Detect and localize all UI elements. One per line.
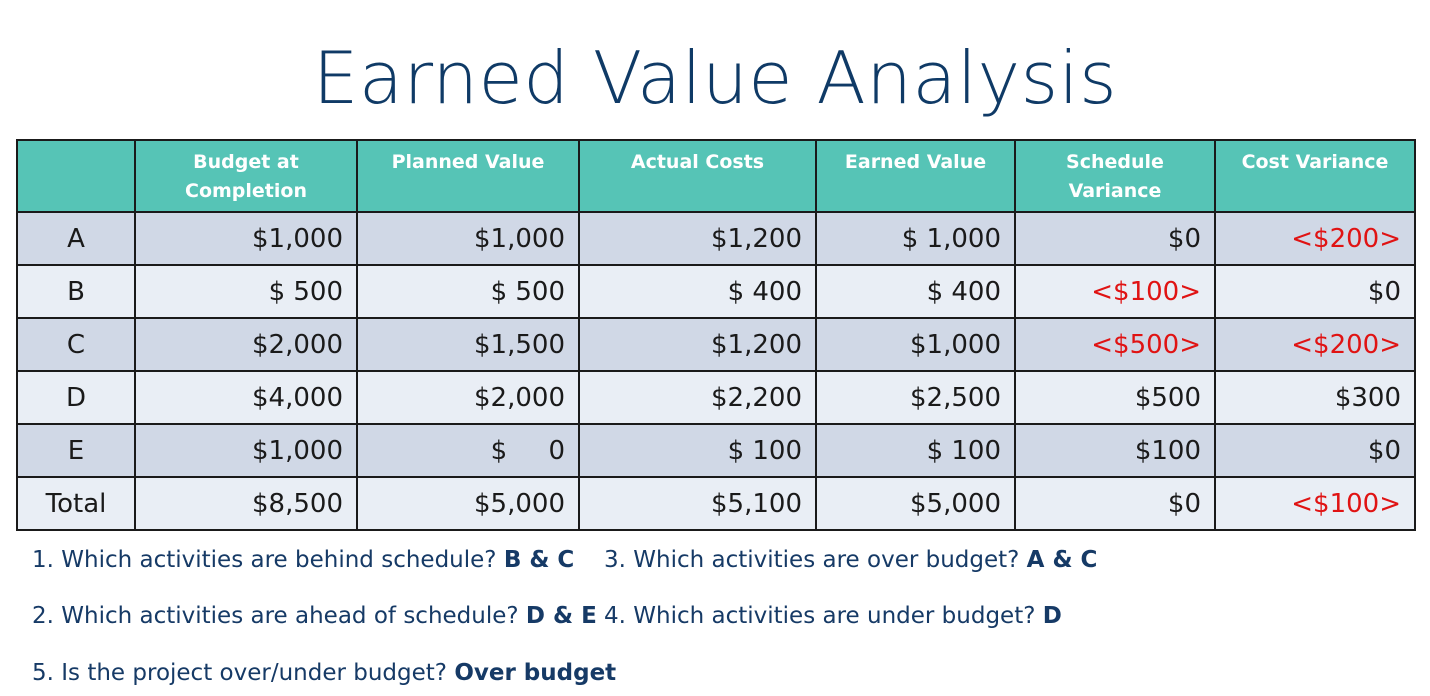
cell-pv: $ 0: [356, 423, 580, 478]
answer-text: Over budget: [454, 660, 617, 686]
earned-value-table: Budget at Completion Planned Value Actua…: [16, 139, 1416, 531]
cell-ev: $1,000: [815, 317, 1016, 372]
header-blank: [16, 139, 136, 213]
cell-pv: $1,500: [356, 317, 580, 372]
cell-ev: $ 100: [815, 423, 1016, 478]
header-earned-value: Earned Value: [815, 139, 1016, 213]
cell-cv: <$100>: [1214, 476, 1416, 531]
table-row: D $4,000 $2,000 $2,200 $2,500 $500 $300: [16, 370, 1416, 425]
header-planned-value: Planned Value: [356, 139, 580, 213]
question-4: 4. Which activities are under budget? D: [604, 603, 1062, 629]
row-label: B: [16, 264, 136, 319]
cell-cv: $0: [1214, 423, 1416, 478]
cell-bac: $1,000: [134, 211, 358, 266]
cell-ac: $ 400: [578, 264, 817, 319]
row-label: C: [16, 317, 136, 372]
cell-sv: $0: [1014, 211, 1216, 266]
cell-ac: $1,200: [578, 317, 817, 372]
cell-sv: $100: [1014, 423, 1216, 478]
cell-pv: $5,000: [356, 476, 580, 531]
cell-cv: $0: [1214, 264, 1416, 319]
row-label: Total: [16, 476, 136, 531]
question-3: 3. Which activities are over budget? A &…: [604, 547, 1097, 573]
question-text: 5. Is the project over/under budget?: [32, 660, 447, 686]
question-text: 4. Which activities are under budget?: [604, 603, 1036, 629]
cell-ev: $ 400: [815, 264, 1016, 319]
cell-cv: <$200>: [1214, 211, 1416, 266]
header-budget-at-completion: Budget at Completion: [134, 139, 358, 213]
cell-sv: <$100>: [1014, 264, 1216, 319]
cell-ac: $5,100: [578, 476, 817, 531]
cell-bac: $1,000: [134, 423, 358, 478]
cell-bac: $ 500: [134, 264, 358, 319]
cell-ev: $ 1,000: [815, 211, 1016, 266]
cell-ev: $5,000: [815, 476, 1016, 531]
header-cost-variance: Cost Variance: [1214, 139, 1416, 213]
cell-pv: $1,000: [356, 211, 580, 266]
question-5: 5. Is the project over/under budget? Ove…: [32, 660, 616, 686]
header-actual-costs: Actual Costs: [578, 139, 817, 213]
row-label: A: [16, 211, 136, 266]
cell-ev: $2,500: [815, 370, 1016, 425]
question-text: 2. Which activities are ahead of schedul…: [32, 603, 519, 629]
cell-pv: $2,000: [356, 370, 580, 425]
answer-text: D & E: [525, 603, 597, 629]
question-2: 2. Which activities are ahead of schedul…: [32, 603, 597, 629]
cell-bac: $4,000: [134, 370, 358, 425]
answer-text: A & C: [1026, 547, 1098, 573]
cell-cv: $300: [1214, 370, 1416, 425]
cell-cv: <$200>: [1214, 317, 1416, 372]
question-1: 1. Which activities are behind schedule?…: [32, 547, 574, 573]
cell-ac: $2,200: [578, 370, 817, 425]
cell-sv: $500: [1014, 370, 1216, 425]
table-row: C $2,000 $1,500 $1,200 $1,000 <$500> <$2…: [16, 317, 1416, 372]
table-row: E $1,000 $ 0 $ 100 $ 100 $100 $0: [16, 423, 1416, 478]
row-label: E: [16, 423, 136, 478]
header-schedule-variance: Schedule Variance: [1014, 139, 1216, 213]
cell-sv: <$500>: [1014, 317, 1216, 372]
question-text: 1. Which activities are behind schedule?: [32, 547, 497, 573]
table-row: B $ 500 $ 500 $ 400 $ 400 <$100> $0: [16, 264, 1416, 319]
answer-text: B & C: [503, 547, 575, 573]
table-header-row: Budget at Completion Planned Value Actua…: [16, 139, 1416, 213]
cell-ac: $ 100: [578, 423, 817, 478]
table-row-total: Total $8,500 $5,000 $5,100 $5,000 $0 <$1…: [16, 476, 1416, 531]
question-text: 3. Which activities are over budget?: [604, 547, 1020, 573]
answer-text: D: [1042, 603, 1062, 629]
cell-ac: $1,200: [578, 211, 817, 266]
table-row: A $1,000 $1,000 $1,200 $ 1,000 $0 <$200>: [16, 211, 1416, 266]
cell-bac: $8,500: [134, 476, 358, 531]
row-label: D: [16, 370, 136, 425]
cell-sv: $0: [1014, 476, 1216, 531]
page-title: Earned Value Analysis: [312, 36, 1118, 120]
cell-pv: $ 500: [356, 264, 580, 319]
cell-bac: $2,000: [134, 317, 358, 372]
